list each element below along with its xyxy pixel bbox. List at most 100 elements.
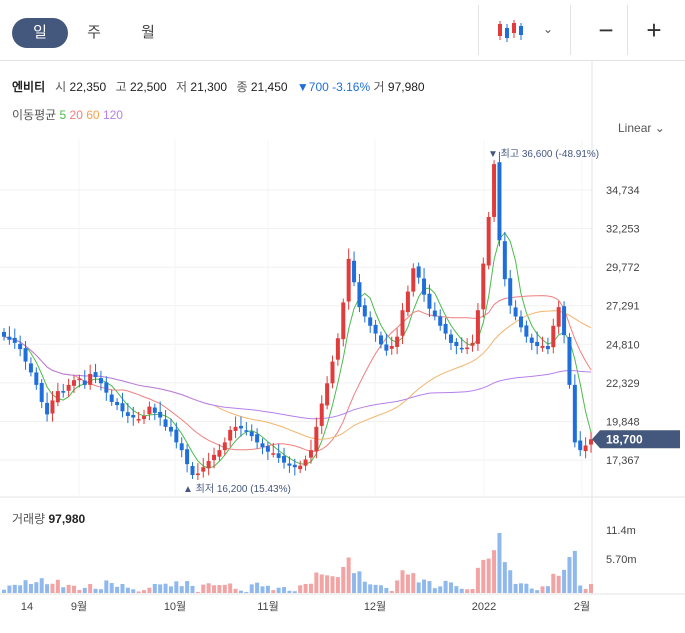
volume-bar: [292, 591, 297, 593]
candle: [142, 415, 147, 420]
candle: [427, 293, 432, 309]
volume-bar: [201, 584, 206, 593]
chevron-down-icon[interactable]: ⌄: [543, 22, 554, 36]
candle: [513, 307, 518, 317]
volume-bar: [18, 585, 23, 593]
ma120-line: [3, 336, 592, 420]
volume-bar: [298, 585, 303, 593]
volume-bar: [34, 582, 39, 593]
volume-bar: [486, 558, 491, 593]
volume-bar: [470, 589, 475, 593]
candle: [373, 324, 378, 334]
candle: [55, 391, 60, 403]
candle: [136, 419, 141, 421]
ma-label: 이동평균: [12, 108, 57, 122]
low-label: 저: [176, 80, 188, 94]
volume-bar: [72, 585, 77, 593]
volume-bar: [346, 557, 351, 593]
candle: [497, 162, 502, 241]
y-tick-label: 32,253: [606, 224, 640, 236]
volume-tick-label: 11.4m: [606, 525, 636, 537]
ma20-legend[interactable]: 20: [69, 108, 83, 122]
chevron-down-icon: ⌄: [654, 121, 665, 135]
volume-bar: [125, 587, 130, 593]
volume-bar: [142, 590, 147, 593]
ma5-legend[interactable]: 5: [59, 108, 67, 122]
y-tick-label: 22,329: [606, 378, 640, 390]
volume-bar: [115, 586, 120, 593]
volume-bar: [378, 585, 383, 593]
candle: [298, 465, 303, 470]
tab-week[interactable]: 주: [87, 24, 101, 41]
candle: [201, 467, 206, 472]
tab-day[interactable]: 일: [12, 18, 68, 48]
volume-bar: [540, 586, 545, 593]
volume-bar: [120, 583, 125, 593]
candle: [325, 383, 330, 406]
volume-bar: [551, 573, 556, 593]
volume-bar: [524, 583, 529, 593]
y-tick-label: 27,291: [606, 301, 640, 313]
volume-bar: [179, 586, 184, 593]
zoom-out-button[interactable]: −: [598, 15, 614, 45]
volume-bar: [513, 583, 518, 593]
volume-bar: [411, 573, 416, 593]
volume-bar: [454, 586, 459, 593]
tab-month[interactable]: 월: [141, 24, 155, 41]
volume-bar: [475, 567, 480, 593]
volume-bar: [438, 586, 443, 593]
candle: [88, 373, 93, 385]
volume-bar: [492, 550, 497, 593]
x-tick-label: 12월: [364, 600, 386, 613]
volume-bar: [158, 584, 163, 593]
volume-bar: [109, 583, 114, 593]
candlestick-icon[interactable]: [496, 18, 526, 44]
volume-bar: [168, 586, 173, 593]
volume-bar: [335, 577, 340, 593]
volume-title: 거래량: [12, 512, 46, 526]
candle: [319, 403, 324, 426]
candle: [572, 384, 577, 443]
candle: [357, 282, 362, 308]
ma60-legend[interactable]: 60: [86, 108, 100, 122]
candle: [432, 310, 437, 317]
y-tick-label: 17,367: [606, 455, 640, 467]
candle: [61, 391, 66, 393]
volume-bar: [330, 576, 335, 593]
last-price-badge: [592, 430, 680, 449]
volume-bar: [7, 585, 12, 593]
volume-bar: [368, 584, 373, 593]
candle: [120, 403, 125, 412]
candle: [486, 216, 491, 266]
volume-bar: [502, 562, 507, 593]
volume-bar: [416, 582, 421, 593]
high-value: 22,500: [129, 80, 167, 94]
volume-bar: [222, 584, 227, 593]
candle: [346, 258, 351, 302]
volume-bar: [545, 586, 550, 593]
candle: [578, 440, 583, 451]
candle: [195, 473, 200, 476]
candle: [50, 400, 55, 414]
ma20-line: [3, 295, 592, 452]
candle: [115, 401, 120, 406]
candle: [249, 431, 254, 437]
scale-selector[interactable]: Linear ⌄: [618, 121, 665, 135]
candle: [255, 434, 260, 443]
ma120-legend[interactable]: 120: [102, 108, 123, 122]
volume-bar: [12, 584, 17, 593]
volume-bar: [50, 583, 55, 593]
zoom-in-button[interactable]: +: [646, 15, 662, 45]
candle: [454, 341, 459, 346]
volume-bar: [174, 581, 179, 593]
volume-bar: [578, 585, 583, 593]
candle: [282, 456, 287, 463]
volume-value: 97,980: [387, 80, 425, 94]
volume-bar: [104, 580, 109, 593]
candle: [77, 378, 82, 381]
y-tick-label: 19,848: [606, 416, 640, 428]
candle: [378, 335, 383, 345]
volume-bar: [195, 591, 200, 593]
candle: [179, 443, 184, 451]
